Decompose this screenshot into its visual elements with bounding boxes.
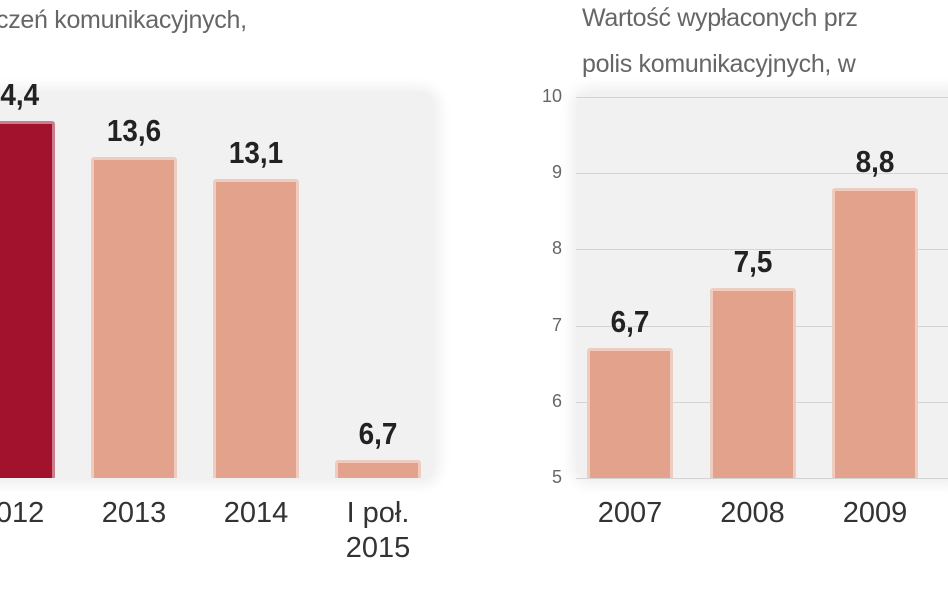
- x-tick-label: 2013: [101, 497, 167, 529]
- bar: [0, 121, 55, 478]
- x-tick-label: I poł. 2015: [345, 497, 411, 564]
- y-tick-label: 7: [551, 314, 562, 335]
- x-tick-label: 2012: [0, 497, 45, 529]
- bar: [587, 348, 673, 478]
- y-tick-label: 5: [551, 467, 562, 487]
- value-label: 8,8: [855, 144, 895, 180]
- bar: [832, 188, 918, 478]
- y-tick-label: 10: [541, 86, 562, 106]
- grid-line: [576, 173, 948, 175]
- chart-title: czeń komunikacyjnych,: [0, 6, 247, 34]
- value-label: 13,6: [106, 112, 162, 148]
- x-tick-label: 2014: [223, 497, 289, 529]
- bar: [709, 287, 796, 478]
- y-tick-label: 9: [551, 162, 562, 183]
- x-tick-label: 2008: [720, 497, 785, 529]
- chart-title: polis komunikacyjnych, w: [582, 50, 856, 78]
- chart-title: Wartość wypłaconych prz: [582, 4, 858, 32]
- x-tick-label: 2007: [597, 497, 663, 529]
- y-tick-label: 6: [551, 390, 562, 411]
- value-label: 6,7: [610, 304, 650, 340]
- value-label: 13,1: [228, 134, 284, 170]
- x-tick-label: 2009: [842, 497, 908, 529]
- value-label: 7,5: [733, 243, 772, 279]
- value-label: 6,7: [358, 416, 398, 452]
- grid-line: [576, 97, 948, 98]
- bar: [335, 460, 421, 478]
- grid-line: [576, 249, 948, 251]
- grid-line: [576, 478, 948, 479]
- y-tick-label: 8: [551, 238, 562, 259]
- value-label: 14,4: [0, 77, 40, 113]
- bar: [213, 178, 299, 478]
- bar: [91, 156, 177, 478]
